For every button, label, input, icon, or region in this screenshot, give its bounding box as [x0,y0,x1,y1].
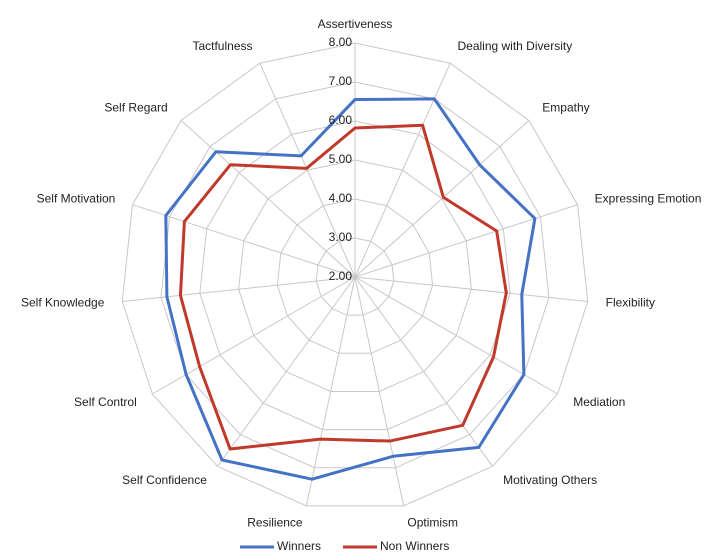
legend-item: Winners [240,539,321,553]
category-label: Self Regard [104,101,167,115]
category-label: Optimism [407,516,458,530]
series-line [164,97,537,481]
category-label: Self Knowledge [21,296,105,310]
grid-ring [238,159,472,392]
tick-label: 3.00 [329,230,353,244]
tick-label: 2.00 [329,269,353,283]
tick-label: 6.00 [329,113,353,127]
grid-ring [199,120,511,431]
category-label: Self Motivation [37,191,116,205]
grid-ring [276,198,434,354]
category-label: Flexibility [606,296,655,310]
category-label: Assertiveness [318,17,393,31]
tick-label: 4.00 [329,191,353,205]
legend-label: Non Winners [380,539,449,553]
tick-label: 7.00 [329,74,353,88]
category-label: Self Control [74,395,137,409]
category-label: Mediation [573,395,625,409]
tick-label: 5.00 [329,152,353,166]
grid-ring [121,42,589,507]
series-line [178,123,508,451]
legend-label: Winners [277,539,321,553]
category-label: Resilience [247,516,303,530]
category-label: Tactfulness [192,39,252,53]
category-label: Motivating Others [503,473,597,487]
tick-label: 8.00 [329,35,353,49]
category-label: Self Confidence [122,473,207,487]
grid-ring [315,237,395,316]
category-label: Dealing with Diversity [457,39,572,53]
category-label: Empathy [542,101,589,115]
legend-item: Non Winners [343,539,449,553]
category-label: Expressing Emotion [595,191,702,205]
